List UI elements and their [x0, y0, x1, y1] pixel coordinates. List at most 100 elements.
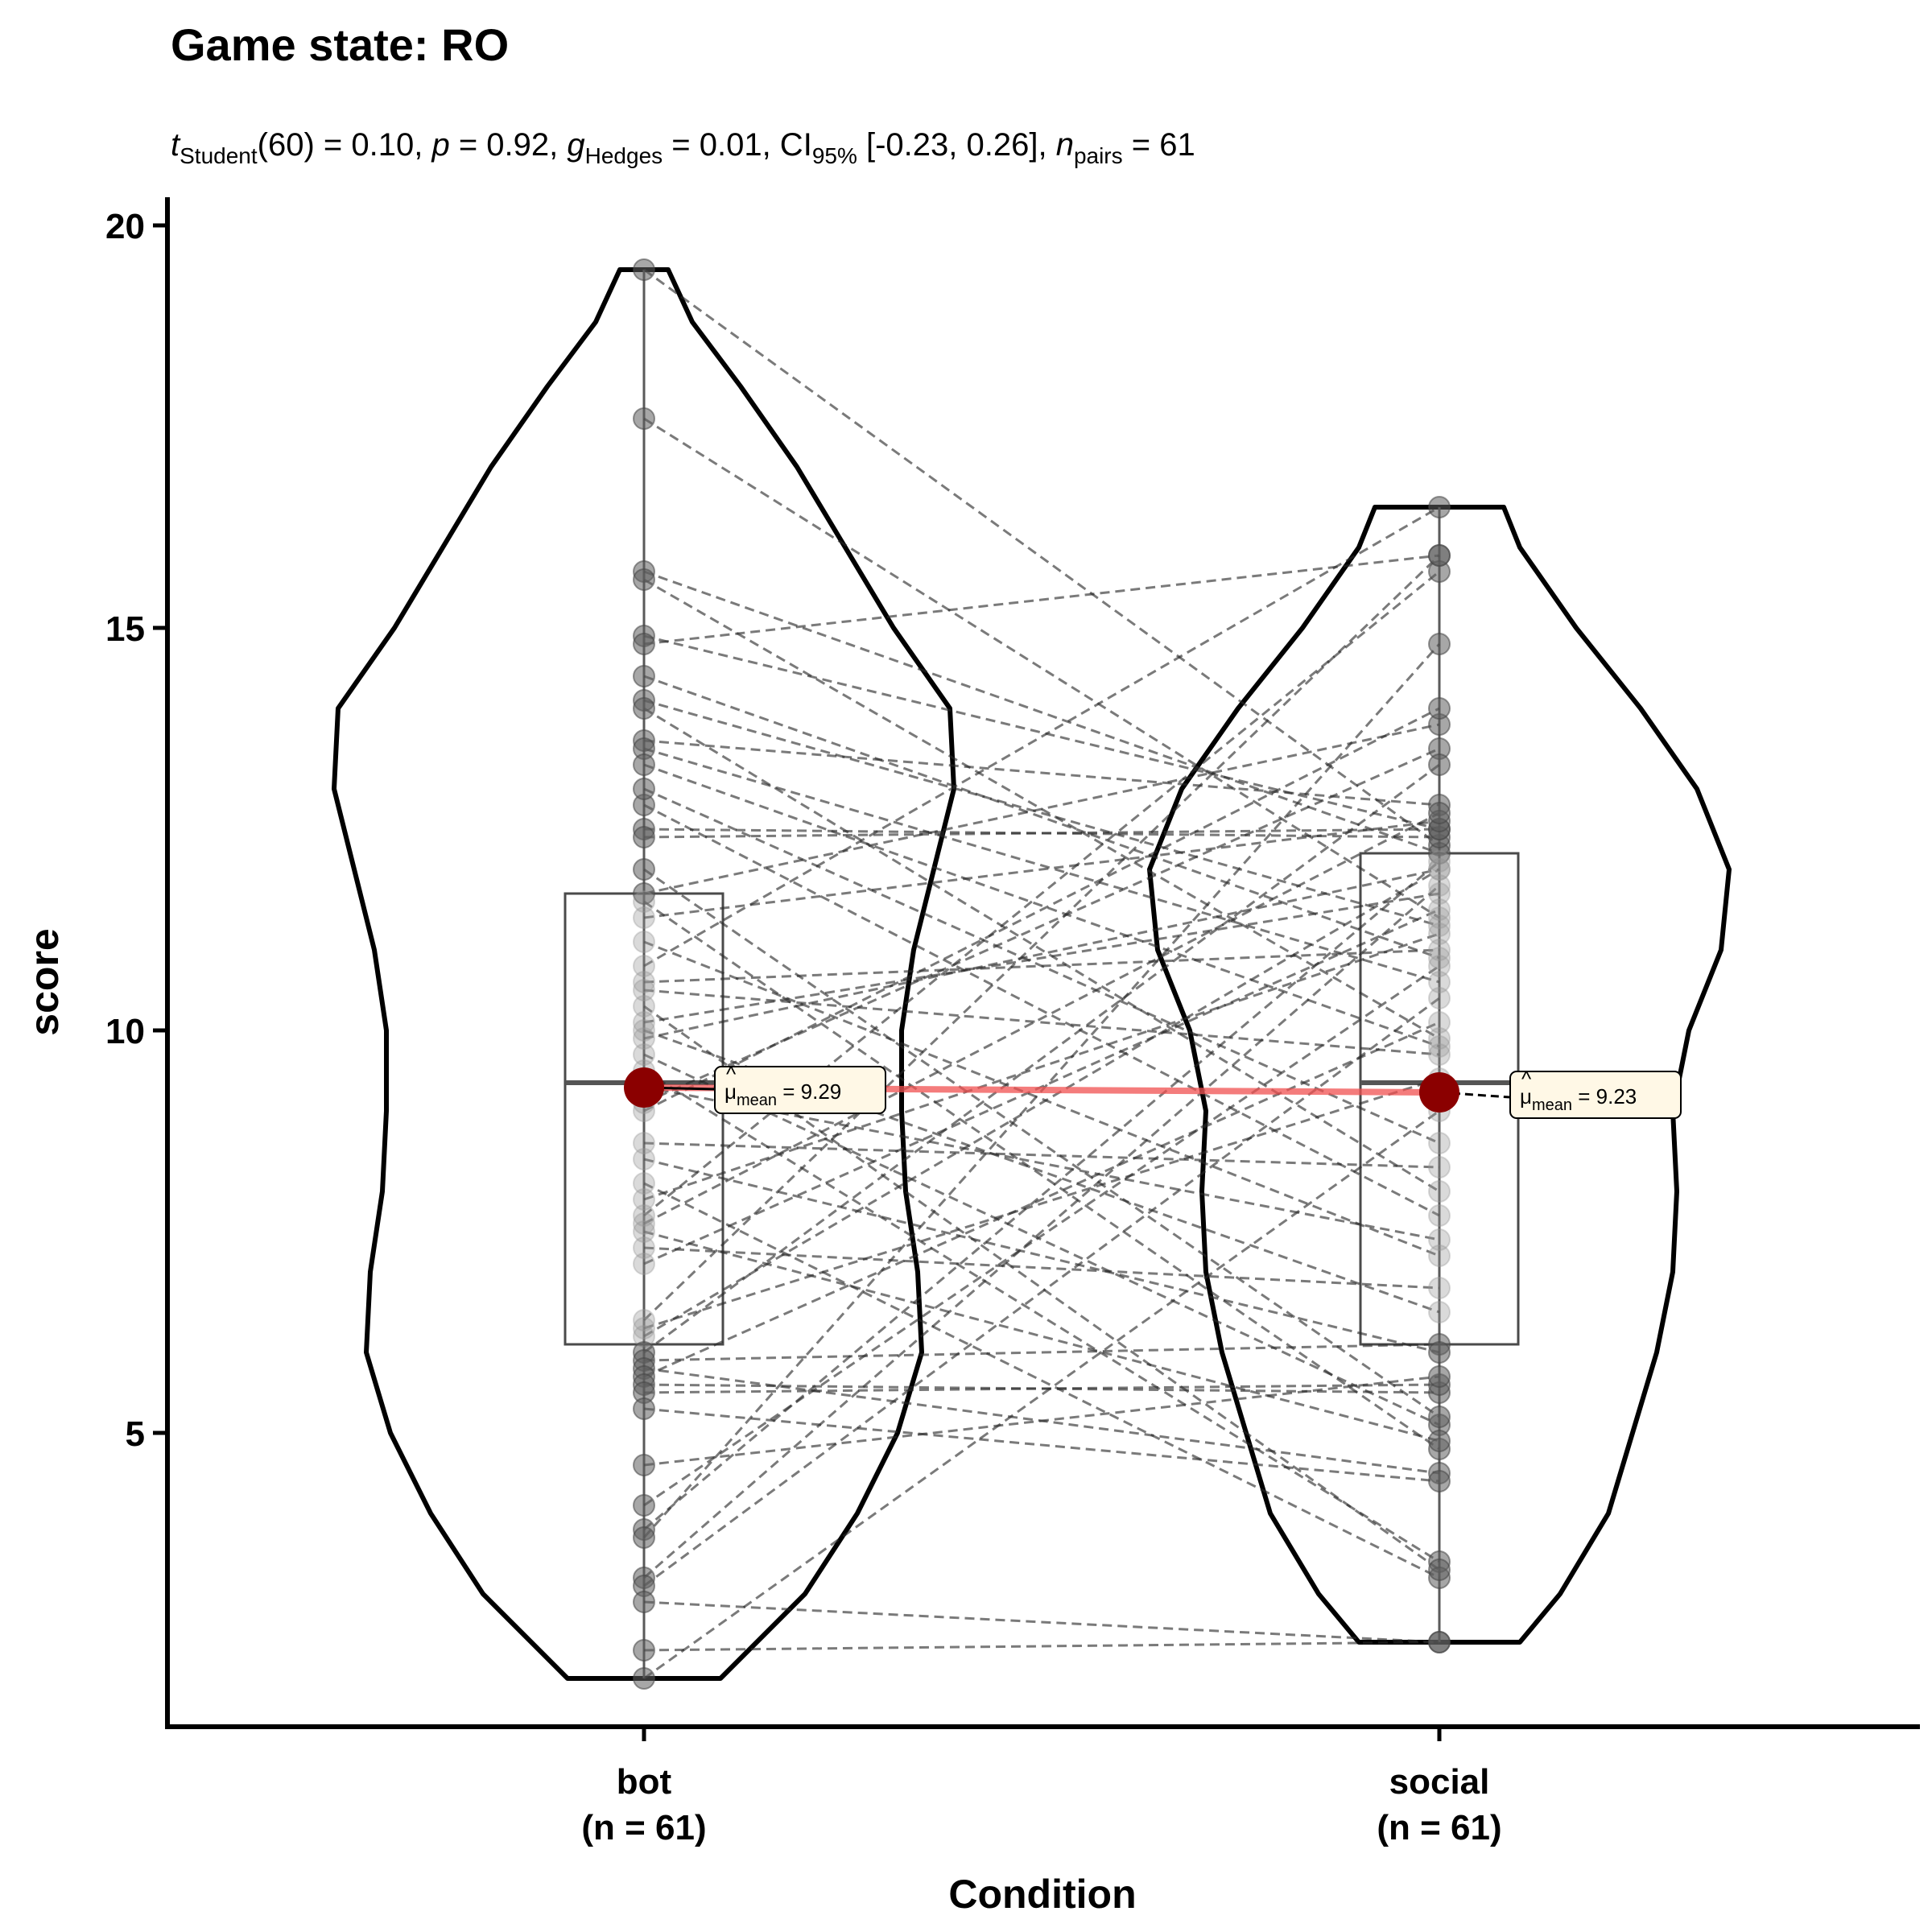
- mean-label-value: = 9.23: [1572, 1084, 1637, 1108]
- pair-line: [643, 868, 1440, 1418]
- pair-line: [643, 747, 1440, 984]
- data-point: [633, 1220, 655, 1243]
- pair-line: [643, 940, 1440, 1257]
- pair-line: [643, 1375, 1440, 1467]
- data-point: [633, 1019, 655, 1042]
- data-point: [633, 1027, 655, 1050]
- mean-label-subscript: mean: [1532, 1096, 1572, 1114]
- data-point: [1428, 1027, 1451, 1050]
- data-point: [1428, 1245, 1451, 1267]
- pair-line: [643, 1182, 1440, 1579]
- pair-line: [642, 554, 1441, 1322]
- pair-line: [643, 707, 1440, 1193]
- mean-label-subscript: mean: [737, 1092, 777, 1109]
- data-point: [633, 633, 655, 655]
- data-point: [1428, 898, 1451, 921]
- data-point: [633, 778, 655, 800]
- data-point: [633, 995, 655, 1018]
- data-point: [633, 1397, 655, 1420]
- mean-label-leader: [1439, 1091, 1511, 1099]
- data-point: [1428, 1406, 1451, 1428]
- data-point: [1428, 697, 1451, 720]
- x-tick-n-label-bot: (n = 61): [581, 1808, 706, 1847]
- mean-label-mu: μ: [724, 1080, 737, 1104]
- data-point: [633, 1212, 655, 1235]
- y-tick-label: 5: [126, 1414, 145, 1454]
- pair-line: [643, 892, 1440, 1024]
- subtitle-g-value: = 0.01, CI: [663, 127, 812, 163]
- pair-line: [643, 417, 1440, 919]
- data-point: [1428, 802, 1451, 824]
- subtitle-n-subscript: pairs: [1074, 143, 1123, 168]
- mean-label-box: [714, 1066, 886, 1114]
- pair-line: [643, 506, 1440, 968]
- data-point: [633, 882, 655, 905]
- pair-line: [643, 997, 1440, 1587]
- pair-line: [643, 1109, 1440, 1680]
- data-point: [633, 931, 655, 953]
- pair-line: [643, 868, 1440, 1338]
- data-point: [1428, 882, 1451, 905]
- data-point: [633, 826, 655, 848]
- pair-line: [643, 884, 1440, 1579]
- mean-label-box: [1509, 1071, 1682, 1119]
- data-point: [1428, 923, 1451, 945]
- pair-line: [643, 1246, 1440, 1290]
- data-point: [633, 568, 655, 591]
- pair-line: [643, 900, 1440, 1451]
- data-point: [633, 1526, 655, 1549]
- mean-label-text: μmean = 9.23: [1520, 1084, 1637, 1114]
- axes: 5 10 15 20 bot (n = 61) social (n = 61): [105, 197, 1920, 1847]
- data-point: [1428, 1132, 1451, 1154]
- data-point: [1428, 955, 1451, 977]
- pair-line: [643, 1021, 1440, 1378]
- data-point: [1428, 858, 1451, 881]
- pair-line: [643, 1069, 1440, 1563]
- pair-line: [643, 868, 1440, 1040]
- data-point: [1428, 1558, 1451, 1581]
- pair-line: [643, 554, 1440, 646]
- data-point: [633, 1132, 655, 1154]
- data-point: [633, 1148, 655, 1170]
- x-tick-label-social: social: [1389, 1762, 1490, 1802]
- subtitle-g-subscript: Hedges: [585, 143, 663, 168]
- mean-point-social: [1419, 1072, 1459, 1113]
- pair-line: [643, 268, 1440, 847]
- subtitle-n-value: = 61: [1123, 127, 1195, 163]
- data-point: [1428, 906, 1451, 929]
- pair-line: [643, 763, 1440, 1048]
- subtitle-p-symbol: p: [431, 127, 449, 163]
- data-point: [633, 1309, 655, 1331]
- pair-line: [643, 1053, 1440, 1426]
- mean-label-hat: ^: [1521, 1067, 1532, 1091]
- y-tick-label: 10: [105, 1012, 145, 1051]
- data-point: [633, 1172, 655, 1195]
- data-point: [1428, 987, 1451, 1009]
- data-point: [1428, 753, 1451, 776]
- data-point: [633, 1494, 655, 1517]
- data-point: [633, 979, 655, 1001]
- pair-line: [643, 828, 1440, 839]
- x-tick-n-label-social: (n = 61): [1377, 1808, 1501, 1847]
- subtitle-t-value: (60) = 0.10,: [258, 127, 432, 163]
- data-point: [633, 1591, 655, 1613]
- data-point: [1428, 1301, 1451, 1323]
- mean-label-text: μmean = 9.29: [724, 1080, 841, 1109]
- mean-label-hat: ^: [726, 1062, 737, 1086]
- data-point: [1428, 1180, 1451, 1203]
- data-point: [1428, 914, 1451, 937]
- pair-line: [643, 1407, 1440, 1483]
- pair-line: [643, 570, 1440, 855]
- plot-area: μmean = 9.29^μmean = 9.23^: [332, 258, 1732, 1690]
- pair-line: [643, 803, 1440, 1217]
- data-point: [633, 906, 655, 929]
- subtitle-p-value: = 0.92,: [450, 127, 568, 163]
- chart-subtitle: tStudent(60) = 0.10, p = 0.92, gHedges =…: [171, 127, 1195, 168]
- subtitle-g-symbol: g: [567, 127, 584, 163]
- data-point: [1428, 1204, 1451, 1227]
- pair-line: [643, 699, 1440, 927]
- pair-line: [643, 1158, 1440, 1354]
- data-point: [633, 971, 655, 993]
